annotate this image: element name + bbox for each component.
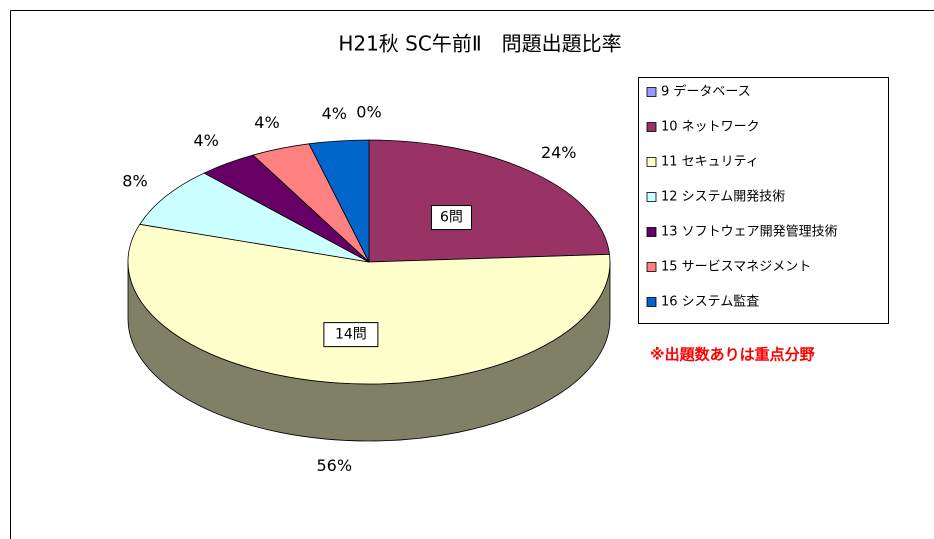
legend-label: 15 サービスマネジメント [661,260,811,275]
slice [368,139,610,263]
count-label: 14問 [335,327,367,343]
legend-label: 11 セキュリティ [661,155,759,170]
data-label: 0% [356,103,381,122]
slice [139,172,370,263]
legend-swatch [646,227,657,237]
legend-swatch [646,262,657,272]
slice [308,139,370,263]
legend-swatch [646,87,657,97]
count-label: 6問 [440,210,463,226]
legend-box [638,77,889,324]
legend-swatch [646,192,657,202]
data-label: 4% [193,131,218,150]
chart-title: H21秋 SC午前Ⅱ 問題出題比率 [338,32,621,56]
legend-swatch [646,297,657,307]
legend-label: 13 ソフトウェア開発管理技術 [661,225,838,240]
slice [127,223,611,385]
data-label: 4% [322,104,347,123]
annotation: ※出題数ありは重点分野 [650,346,815,364]
count-label-box [323,322,379,348]
data-label: 4% [254,113,279,132]
legend-label: 10 ネットワーク [661,120,760,135]
data-label: 24% [541,143,577,162]
data-label: 56% [316,456,352,475]
legend-label: 9 データベース [661,84,751,100]
legend-label: 12 システム開発技術 [661,190,785,205]
data-label: 8% [122,172,147,191]
legend-label: 16 システム監査 [661,294,759,310]
legend-swatch [646,122,657,132]
legend-swatch [646,157,657,167]
count-label-box [430,205,472,231]
